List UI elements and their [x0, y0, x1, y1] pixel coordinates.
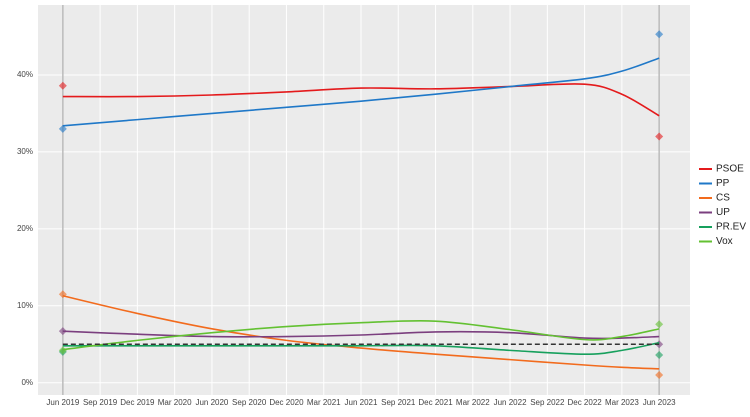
- legend-label: PP: [716, 178, 730, 189]
- legend-label: PSOE: [716, 164, 744, 175]
- series-line: [62, 83, 660, 117]
- result-marker: [655, 371, 664, 379]
- legend-label: Vox: [716, 236, 733, 247]
- x-tick-label: Dec 2020: [269, 398, 304, 407]
- x-tick-label: Jun 2020: [195, 398, 228, 407]
- y-tick-label: 20%: [17, 224, 33, 233]
- legend: PSOE PP CS UP PR.EV Vox: [699, 164, 746, 247]
- x-tick-label: Dec 2019: [120, 398, 155, 407]
- x-tick-label: Jun 2021: [345, 398, 378, 407]
- x-tick-label: Jun 2019: [46, 398, 79, 407]
- x-tick-label: Sep 2022: [530, 398, 565, 407]
- x-tick-label: Jun 2022: [494, 398, 527, 407]
- x-tick-label: Jun 2023: [643, 398, 676, 407]
- x-tick-label: Mar 2023: [605, 398, 639, 407]
- x-tick-label: Mar 2021: [307, 398, 341, 407]
- legend-label: PR.EV: [716, 222, 746, 233]
- y-tick-label: 0%: [21, 378, 33, 387]
- legend-label: CS: [716, 193, 730, 204]
- series-line: [62, 330, 660, 340]
- x-tick-label: Sep 2021: [381, 398, 416, 407]
- series-line: [62, 319, 660, 351]
- plot-background: [38, 5, 690, 395]
- x-tick-label: Mar 2020: [158, 398, 192, 407]
- x-tick-label: Sep 2019: [83, 398, 118, 407]
- legend-label: UP: [716, 207, 730, 218]
- x-tick-label: Dec 2021: [418, 398, 453, 407]
- series-line: [62, 294, 660, 370]
- result-marker: [655, 132, 664, 141]
- x-tick-label: Mar 2022: [456, 398, 490, 407]
- result-marker: [58, 81, 67, 90]
- result-marker: [58, 290, 67, 299]
- result-marker: [58, 327, 67, 336]
- result-marker: [655, 351, 664, 359]
- result-marker: [58, 346, 67, 355]
- series-line: [62, 341, 660, 356]
- series-line: [62, 57, 660, 127]
- result-marker: [58, 124, 67, 133]
- y-tick-label: 40%: [17, 70, 33, 79]
- result-marker: [655, 30, 664, 39]
- y-tick-label: 30%: [17, 147, 33, 156]
- x-tick-label: Sep 2020: [232, 398, 267, 407]
- result-marker: [655, 320, 664, 329]
- y-tick-label: 10%: [17, 301, 33, 310]
- x-tick-label: Dec 2022: [567, 398, 602, 407]
